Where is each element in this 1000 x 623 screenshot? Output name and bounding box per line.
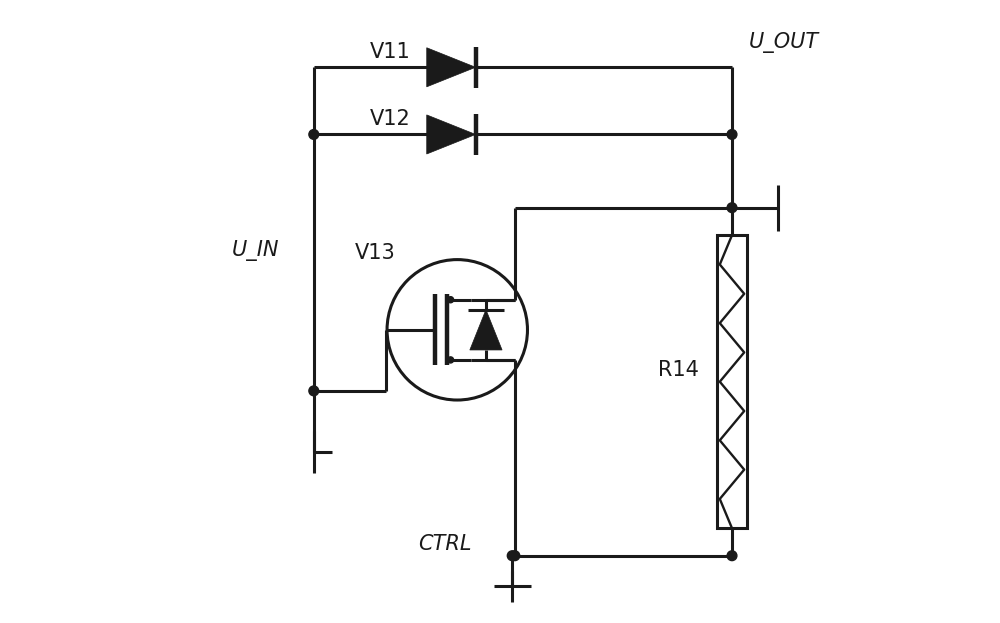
Circle shape bbox=[727, 203, 737, 212]
Text: CTRL: CTRL bbox=[418, 533, 472, 553]
Circle shape bbox=[447, 357, 454, 363]
Circle shape bbox=[510, 551, 520, 561]
Polygon shape bbox=[470, 310, 502, 350]
Text: U_IN: U_IN bbox=[232, 240, 280, 261]
Polygon shape bbox=[427, 48, 476, 87]
Text: U_OUT: U_OUT bbox=[749, 32, 819, 54]
Circle shape bbox=[309, 130, 319, 140]
Text: V13: V13 bbox=[354, 244, 395, 264]
Circle shape bbox=[447, 297, 454, 303]
Text: V12: V12 bbox=[370, 109, 410, 129]
Circle shape bbox=[727, 130, 737, 140]
Text: V11: V11 bbox=[370, 42, 410, 62]
Text: R14: R14 bbox=[658, 359, 698, 379]
Circle shape bbox=[727, 551, 737, 561]
Circle shape bbox=[507, 551, 517, 561]
Bar bbox=[717, 235, 747, 528]
Polygon shape bbox=[427, 115, 476, 154]
Circle shape bbox=[309, 386, 319, 396]
